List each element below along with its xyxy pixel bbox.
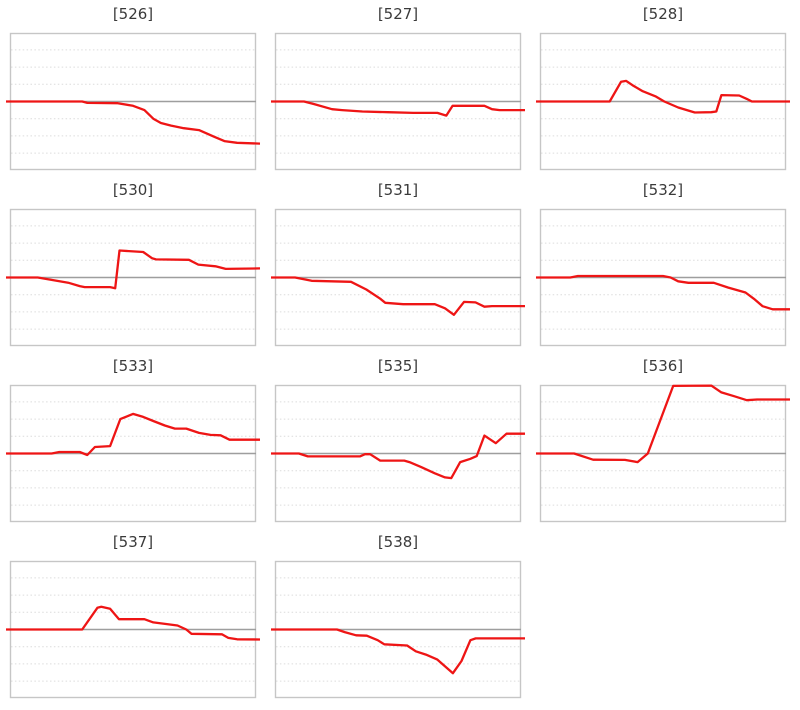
chart-cell-533: [533] xyxy=(6,354,260,523)
chart-cell-527: [527] xyxy=(271,2,525,171)
chart-title: [531] xyxy=(377,181,419,199)
series-line xyxy=(6,412,260,457)
chart-title: [530] xyxy=(112,181,154,199)
chart-canvas xyxy=(536,32,790,171)
chart-cell-537: [537] xyxy=(6,530,261,699)
chart-canvas xyxy=(6,384,260,523)
chart-title: [528] xyxy=(642,5,684,23)
series-line xyxy=(536,274,790,311)
series-line xyxy=(6,100,261,145)
chart-canvas xyxy=(271,32,525,171)
chart-title: [526] xyxy=(112,5,154,23)
chart-canvas xyxy=(536,208,790,347)
chart-title: [536] xyxy=(642,357,684,375)
chart-cell-532: [532] xyxy=(536,178,790,347)
series-line xyxy=(271,100,525,117)
chart-canvas xyxy=(6,208,261,347)
chart-canvas xyxy=(536,384,790,523)
chart-title: [538] xyxy=(377,533,419,551)
chart-cell-536: [536] xyxy=(536,354,790,523)
series-line xyxy=(536,384,790,464)
chart-title: [533] xyxy=(112,357,154,375)
chart-cell-530: [530] xyxy=(6,178,261,347)
chart-canvas xyxy=(271,560,525,699)
chart-cell-526: [526] xyxy=(6,2,261,171)
series-line xyxy=(536,79,790,114)
chart-cell-531: [531] xyxy=(271,178,525,347)
series-line xyxy=(6,249,261,290)
series-line xyxy=(271,276,525,316)
chart-title: [537] xyxy=(112,533,154,551)
chart-canvas xyxy=(271,208,525,347)
series-line xyxy=(6,605,261,641)
chart-title: [527] xyxy=(377,5,419,23)
series-line xyxy=(271,628,525,675)
chart-title: [532] xyxy=(642,181,684,199)
chart-cell-528: [528] xyxy=(536,2,790,171)
chart-cell-535: [535] xyxy=(271,354,525,523)
chart-canvas xyxy=(271,384,525,523)
series-line xyxy=(271,432,525,480)
chart-canvas xyxy=(6,560,261,699)
chart-canvas xyxy=(6,32,261,171)
chart-title: [535] xyxy=(377,357,419,375)
chart-cell-538: [538] xyxy=(271,530,525,699)
